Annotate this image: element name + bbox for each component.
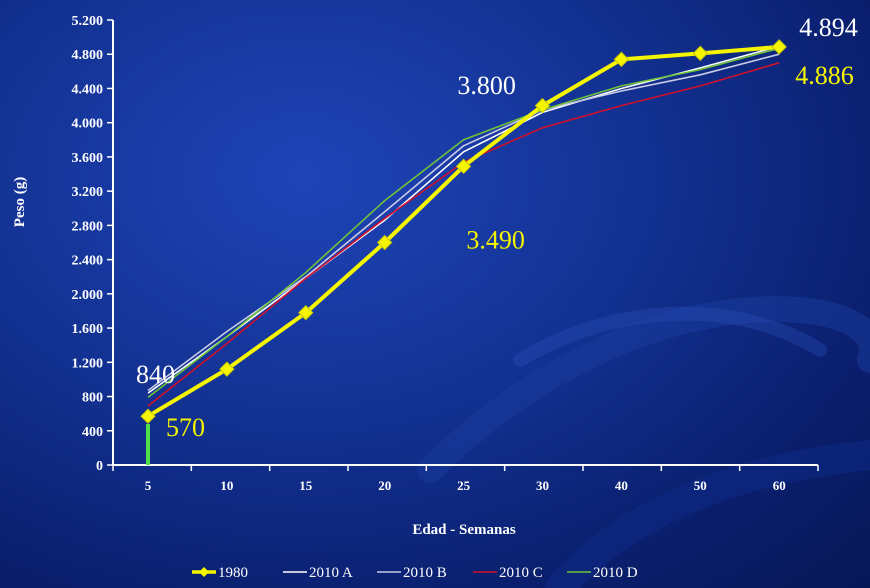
x-tick-label: 40	[615, 478, 628, 493]
legend: 1980 2010 A 2010 B 2010 C 2010 D	[192, 565, 638, 581]
y-axis-ticks: 0 400 800 1.200 1.600 2.000 2.400 2.800 3.200 3.6…	[72, 14, 113, 474]
x-tick-label: 20	[378, 478, 391, 493]
y-tick-label: 1.200	[72, 356, 104, 371]
y-tick-label: 3.200	[72, 185, 104, 200]
y-tick-label: 2.400	[72, 254, 104, 269]
annotation-label: 3.800	[457, 71, 516, 100]
data-point-marker	[298, 304, 314, 321]
x-tick-label: 15	[299, 478, 313, 493]
y-tick-label: 5.200	[72, 14, 104, 29]
x-tick-label: 60	[773, 478, 786, 493]
series-line-2010-c	[147, 62, 780, 407]
data-point-marker	[455, 158, 472, 175]
data-point-marker	[613, 51, 630, 68]
annotations: 840 570 3.800 3.490 4.894 4.886	[136, 13, 858, 442]
legend-entry-label: 2010 A	[309, 565, 353, 581]
data-point-marker	[771, 39, 787, 55]
x-tick-label: 25	[457, 478, 471, 493]
y-tick-label: 4.400	[72, 82, 104, 97]
y-tick-label: 800	[82, 391, 103, 406]
y-axis-label: Peso (g)	[12, 177, 28, 227]
y-tick-label: 0	[96, 459, 103, 474]
x-axis-ticks: 5 10 15 20 25 30 40 50 60	[112, 465, 819, 493]
x-tick-label: 10	[220, 478, 233, 493]
y-tick-label: 2.800	[72, 219, 104, 234]
data-point-marker	[376, 234, 393, 251]
series-line-2010-d	[147, 47, 780, 399]
y-tick-label: 400	[82, 425, 103, 440]
annotation-label: 570	[166, 413, 205, 442]
annotation-label: 3.490	[466, 225, 525, 254]
y-tick-label: 4.000	[72, 117, 104, 132]
legend-entry-label: 2010 D	[593, 565, 638, 581]
legend-entry-label: 1980	[218, 565, 248, 581]
y-tick-label: 3.600	[72, 151, 104, 166]
x-axis-label: Edad - Semanas	[412, 522, 516, 538]
series-line-2010-b	[147, 53, 780, 392]
y-tick-label: 1.600	[72, 322, 104, 337]
annotation-label: 4.894	[799, 13, 858, 42]
data-point-marker	[140, 408, 156, 424]
legend-marker	[199, 567, 209, 577]
series-line-1980	[146, 44, 780, 418]
data-point-marker	[219, 361, 235, 377]
data-point-marker	[534, 97, 551, 114]
x-tick-label: 30	[536, 478, 549, 493]
y-tick-label: 4.800	[72, 48, 104, 63]
y-tick-label: 2.000	[72, 288, 104, 303]
x-tick-label: 5	[145, 478, 152, 493]
series-lines	[140, 39, 787, 424]
legend-entry-label: 2010 C	[499, 565, 543, 581]
background-swirl	[417, 296, 870, 588]
annotation-label: 840	[136, 360, 175, 389]
annotation-label: 4.886	[795, 61, 854, 90]
data-point-marker	[692, 45, 709, 62]
legend-entry-label: 2010 B	[403, 565, 447, 581]
x-tick-label: 50	[694, 478, 707, 493]
